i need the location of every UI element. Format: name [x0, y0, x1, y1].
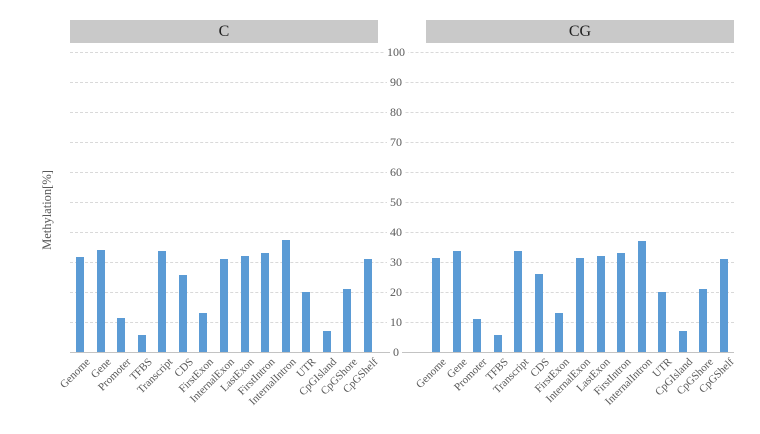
bar-c-lastexon [240, 256, 249, 352]
y-tick-label-80: 80 [366, 105, 426, 119]
bar-c-internalexon [220, 259, 228, 352]
bar-c-cpgshore [343, 288, 352, 352]
y-axis-title: Methylation[%] [40, 170, 54, 250]
bar-cg-promoter [473, 318, 482, 352]
y-tick-label-10: 10 [366, 315, 426, 329]
y-tick-label-40: 40 [366, 225, 426, 239]
y-tick-text: 10 [387, 315, 405, 329]
bar-cg-firstexon [555, 313, 564, 352]
y-tick-label-90: 90 [366, 75, 426, 89]
bar-cg-utr [658, 292, 667, 352]
y-tick-label-60: 60 [366, 165, 426, 179]
bar-cg-genome [432, 257, 441, 352]
bar-c-utr [302, 292, 311, 352]
y-tick-text: 20 [387, 285, 405, 299]
bar-cg-cpgshelf [719, 258, 728, 352]
y-tick-label-100: 100 [366, 45, 426, 59]
y-tick-text: 80 [387, 105, 405, 119]
y-tick-label-30: 30 [366, 255, 426, 269]
bar-c-promoter [117, 318, 126, 352]
bar-cg-tfbs [493, 335, 502, 352]
x-label-text: Genome [413, 356, 449, 391]
x-label-text: Genome [57, 356, 93, 391]
bar-c-internalintron [281, 240, 290, 352]
bar-c-transcript [158, 250, 167, 352]
bar-c-cpgisland [322, 331, 331, 352]
bar-cg-cds [534, 274, 543, 352]
bar-c-firstexon [199, 313, 208, 352]
y-tick-label-70: 70 [366, 135, 426, 149]
bar-c-tfbs [137, 334, 146, 352]
bar-cg-internalexon [576, 258, 584, 352]
bar-c-firstintron [261, 252, 270, 352]
y-tick-text: 0 [390, 345, 402, 359]
bar-c-cds [178, 274, 187, 352]
x-axis-line [70, 352, 734, 353]
bar-cg-cpgshore [699, 289, 708, 352]
y-tick-text: 100 [384, 45, 408, 59]
y-tick-text: 50 [387, 195, 405, 209]
y-tick-text: 30 [387, 255, 405, 269]
bar-c-gene [96, 250, 105, 352]
y-tick-text: 60 [387, 165, 405, 179]
bar-cg-transcript [514, 250, 523, 352]
y-tick-label-0: 0 [366, 345, 426, 359]
bar-cg-cpgisland [678, 331, 687, 352]
y-tick-text: 90 [387, 75, 405, 89]
panel-header-c: C [70, 20, 378, 43]
y-tick-text: 40 [387, 225, 405, 239]
bar-c-cpgshelf [363, 258, 372, 352]
y-tick-label-20: 20 [366, 285, 426, 299]
bar-cg-gene [452, 251, 461, 352]
y-tick-label-50: 50 [366, 195, 426, 209]
panel-header-cg: CG [426, 20, 734, 43]
bar-cg-lastexon [596, 256, 605, 352]
bar-cg-firstintron [617, 253, 626, 352]
bar-c-genome [76, 256, 85, 352]
bar-cg-internalintron [637, 241, 646, 352]
y-tick-text: 70 [387, 135, 405, 149]
